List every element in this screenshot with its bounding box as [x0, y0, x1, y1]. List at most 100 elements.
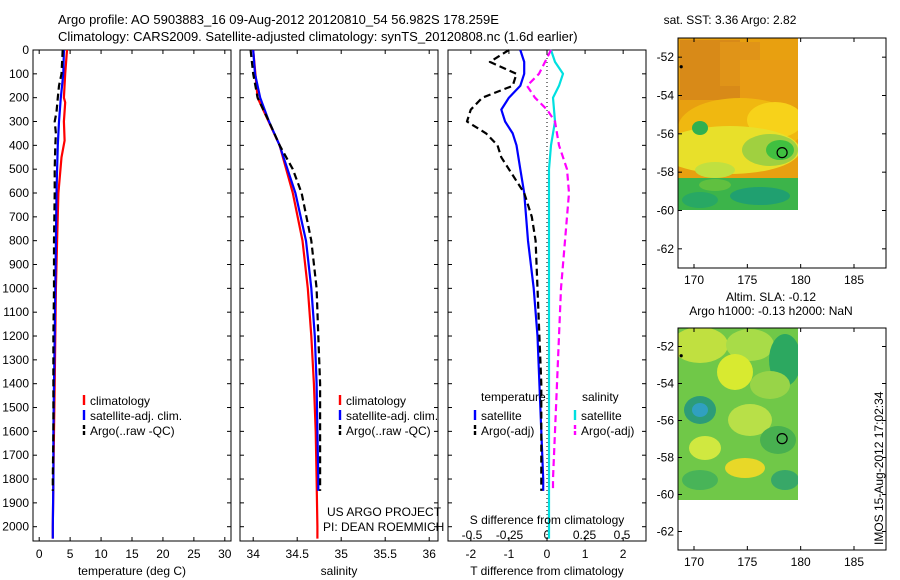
sla-map-frame	[677, 327, 887, 551]
map-x-tick-label: 170	[684, 273, 704, 287]
difference-panel-frame	[447, 49, 647, 542]
map-x-tick-label: 170	[684, 555, 704, 569]
argo-location-marker	[776, 433, 788, 445]
x-tick-label: 5	[67, 547, 74, 561]
x-tick-label: -2	[466, 547, 477, 561]
map-y-tick-label: -52	[657, 340, 675, 354]
difference-xlabel: T difference from climatology	[470, 564, 624, 578]
map-y-tick-label: -62	[657, 242, 675, 256]
depth-tick-label: 600	[9, 186, 29, 200]
depth-tick-label: 700	[9, 210, 29, 224]
sst-map-field	[678, 38, 798, 210]
depth-tick-label: 1400	[2, 377, 29, 391]
legend-label: satellite	[581, 409, 622, 423]
map-y-tick-label: -62	[657, 525, 675, 539]
depth-tick-label: 2000	[2, 520, 29, 534]
map-y-tick-label: -58	[657, 165, 675, 179]
depth-tick-label: 800	[9, 234, 29, 248]
legend-label: Argo(..raw -QC)	[346, 424, 431, 438]
small-marker	[679, 65, 683, 69]
sla-map-title2: Argo h1000: -0.13 h2000: NaN	[689, 304, 852, 318]
map-y-tick-label: -54	[657, 377, 675, 391]
depth-tick-label: 400	[9, 138, 29, 152]
depth-tick-label: 0	[22, 43, 29, 57]
x-tick-label: 0	[36, 547, 43, 561]
map-x-tick-label: 180	[791, 273, 811, 287]
credit-line2: PI: DEAN ROEMMICH	[323, 520, 444, 534]
sla-map-title: Altim. SLA: -0.12	[726, 290, 816, 304]
x-tick-label: 15	[125, 547, 139, 561]
temperature-panel: 0 5 10 15 20 25 30	[33, 49, 232, 561]
x2-tick-label: 0.5	[614, 528, 631, 542]
map-x-tick-label: 185	[844, 555, 864, 569]
difference-legend: temperature salinitysatelliteArgo(-adj)sa…	[473, 390, 634, 438]
difference-xlabel-salinity: S difference from climatology	[470, 513, 625, 527]
header-line1: Argo profile: AO 5903883_16 09-Aug-2012 …	[58, 12, 499, 27]
x2-tick-label: 0	[544, 528, 551, 542]
depth-tick-label: 500	[9, 162, 29, 176]
series-line-argo-adj-	[465, 49, 543, 491]
x-tick-label: 35	[335, 547, 349, 561]
map-y-tick-label: -60	[657, 204, 675, 218]
series-line-argo-raw-qc-	[249, 49, 322, 491]
credit-line1: US ARGO PROJECT	[327, 505, 442, 519]
map-y-tick-label: -56	[657, 127, 675, 141]
x-tick-label: 25	[187, 547, 201, 561]
map-y-tick-label: -54	[657, 89, 675, 103]
temperature-xlabel: temperature (deg C)	[78, 564, 186, 578]
sla-map-axes: 170 175 180 185 -52 -54 -56 -58 -60 -62	[657, 328, 886, 569]
depth-tick-label: 1000	[2, 281, 29, 295]
x2-tick-label: -0.5	[462, 528, 483, 542]
timestamp-stamp: IMOS 15-Aug-2012 17:02:34	[872, 391, 886, 545]
temperature-panel-frame	[32, 49, 232, 542]
depth-tick-label: 200	[9, 91, 29, 105]
salinity-xlabel: salinity	[321, 564, 358, 578]
legend-label: climatology	[90, 394, 150, 408]
salinity-panel: 34 34.5 35 35.5 36	[240, 49, 438, 561]
map-y-tick-label: -56	[657, 414, 675, 428]
depth-tick-label: 1800	[2, 472, 29, 486]
x-tick-label: 0	[544, 547, 551, 561]
series-line-climatology	[252, 49, 319, 539]
x-tick-label: 1	[582, 547, 589, 561]
x2-tick-label: -0.25	[496, 528, 524, 542]
legend-label: Argo(..raw -QC)	[90, 424, 175, 438]
map-y-tick-label: -60	[657, 488, 675, 502]
x-tick-label: 34.5	[286, 547, 310, 561]
series-line-satellite-adj-clim-	[252, 49, 320, 491]
depth-tick-label: 900	[9, 258, 29, 272]
map-x-tick-label: 175	[737, 273, 757, 287]
legend-label: Argo(-adj)	[481, 424, 534, 438]
map-x-tick-label: 180	[791, 555, 811, 569]
header-line2: Climatology: CARS2009. Satellite-adjuste…	[58, 29, 578, 44]
sla-map-field	[678, 328, 798, 500]
depth-tick-label: 1600	[2, 424, 29, 438]
depth-axis-labels: 0 100 200 300 400 500 600 700 800 900 1000 1100 1200…	[2, 43, 29, 534]
salinity-panel-frame	[239, 49, 439, 542]
depth-tick-label: 1700	[2, 448, 29, 462]
x-tick-label: 30	[218, 547, 232, 561]
argo-location-marker	[776, 147, 788, 159]
depth-tick-label: 300	[9, 115, 29, 129]
map-x-tick-label: 175	[737, 555, 757, 569]
depth-tick-label: 1100	[3, 305, 29, 319]
x-tick-label: 10	[94, 547, 108, 561]
x-tick-label: 20	[156, 547, 170, 561]
legend-head-temperature: temperature	[481, 390, 546, 404]
depth-tick-label: 1300	[2, 353, 29, 367]
series-line-argo-adj-	[525, 49, 571, 491]
series-line-satellite	[547, 49, 565, 539]
x-tick-label: 2	[620, 547, 627, 561]
legend-label: Argo(-adj)	[581, 424, 634, 438]
x-tick-label: 36	[423, 547, 437, 561]
map-y-tick-label: -58	[657, 451, 675, 465]
x-tick-label: -1	[504, 547, 515, 561]
legend-head-salinity: salinity	[582, 390, 619, 404]
difference-panel: -2 -1 0 1 2 -0.5 -0.25 0 0.25 0.5	[448, 49, 646, 561]
depth-tick-label: 1200	[2, 329, 29, 343]
legend-label: satellite-adj. clim.	[90, 409, 182, 423]
legend-label: climatology	[346, 394, 406, 408]
